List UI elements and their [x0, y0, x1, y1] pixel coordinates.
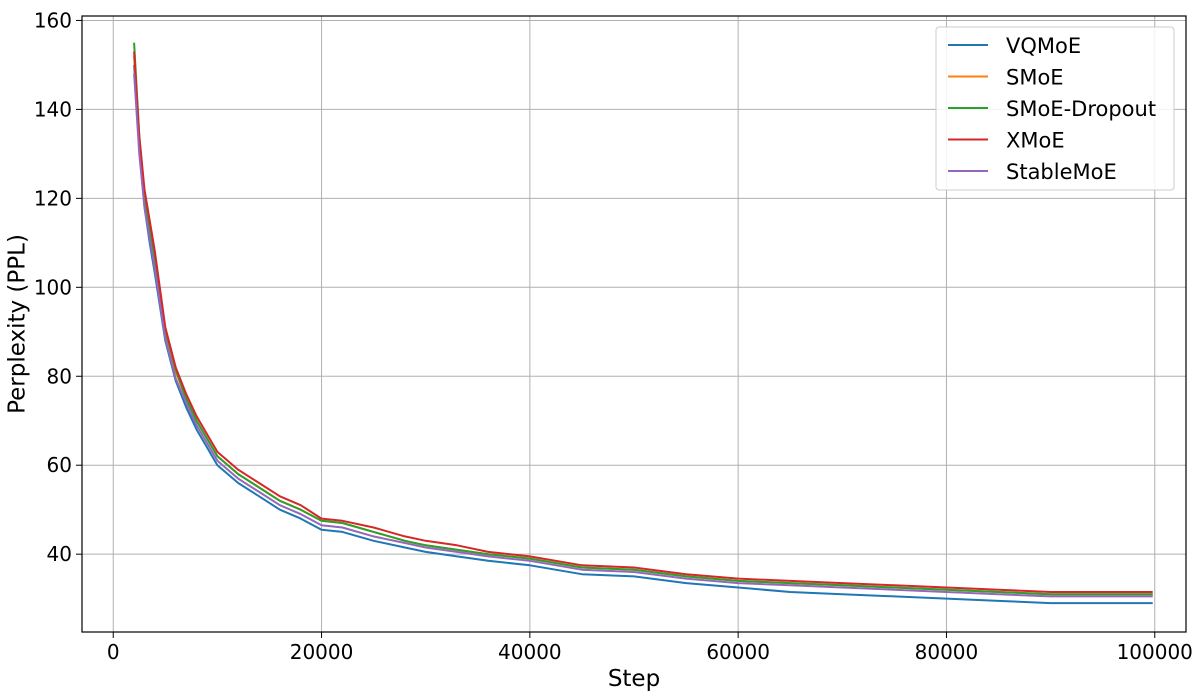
x-tick-label: 100000	[1117, 640, 1193, 664]
y-tick-label: 160	[34, 8, 72, 32]
legend: VQMoE SMoE SMoE-Dropout XMoE StableMoE	[935, 26, 1175, 191]
x-tick-label: 40000	[498, 640, 562, 664]
x-tick-label: 20000	[290, 640, 354, 664]
y-tick-label: 100	[34, 275, 72, 299]
series-line-xmoe	[133, 51, 1153, 593]
y-axis-ticks: 40 60 80 100 120 140 160	[34, 8, 82, 566]
x-tick-label: 80000	[915, 640, 979, 664]
x-tick-label: 0	[107, 640, 120, 664]
y-tick-label: 40	[47, 542, 72, 566]
legend-label: SMoE	[1006, 66, 1064, 90]
plot-frame	[81, 15, 1187, 633]
legend-label: StableMoE	[1006, 160, 1117, 184]
legend-label: SMoE-Dropout	[1006, 97, 1156, 121]
legend-label: VQMoE	[1006, 34, 1081, 58]
series-line-stablemoe	[133, 73, 1153, 598]
series-lines	[133, 42, 1153, 605]
y-axis-title: Perplexity (PPL)	[5, 234, 31, 414]
legend-box	[935, 26, 1175, 191]
y-tick-label: 120	[34, 186, 72, 210]
x-axis-title: Step	[608, 666, 660, 692]
x-axis-ticks: 0 20000 40000 60000 80000 100000	[107, 632, 1193, 664]
y-tick-label: 140	[34, 97, 72, 121]
legend-label: XMoE	[1006, 129, 1065, 153]
x-tick-label: 60000	[706, 640, 770, 664]
y-tick-label: 80	[47, 364, 72, 388]
y-tick-label: 60	[47, 453, 72, 477]
